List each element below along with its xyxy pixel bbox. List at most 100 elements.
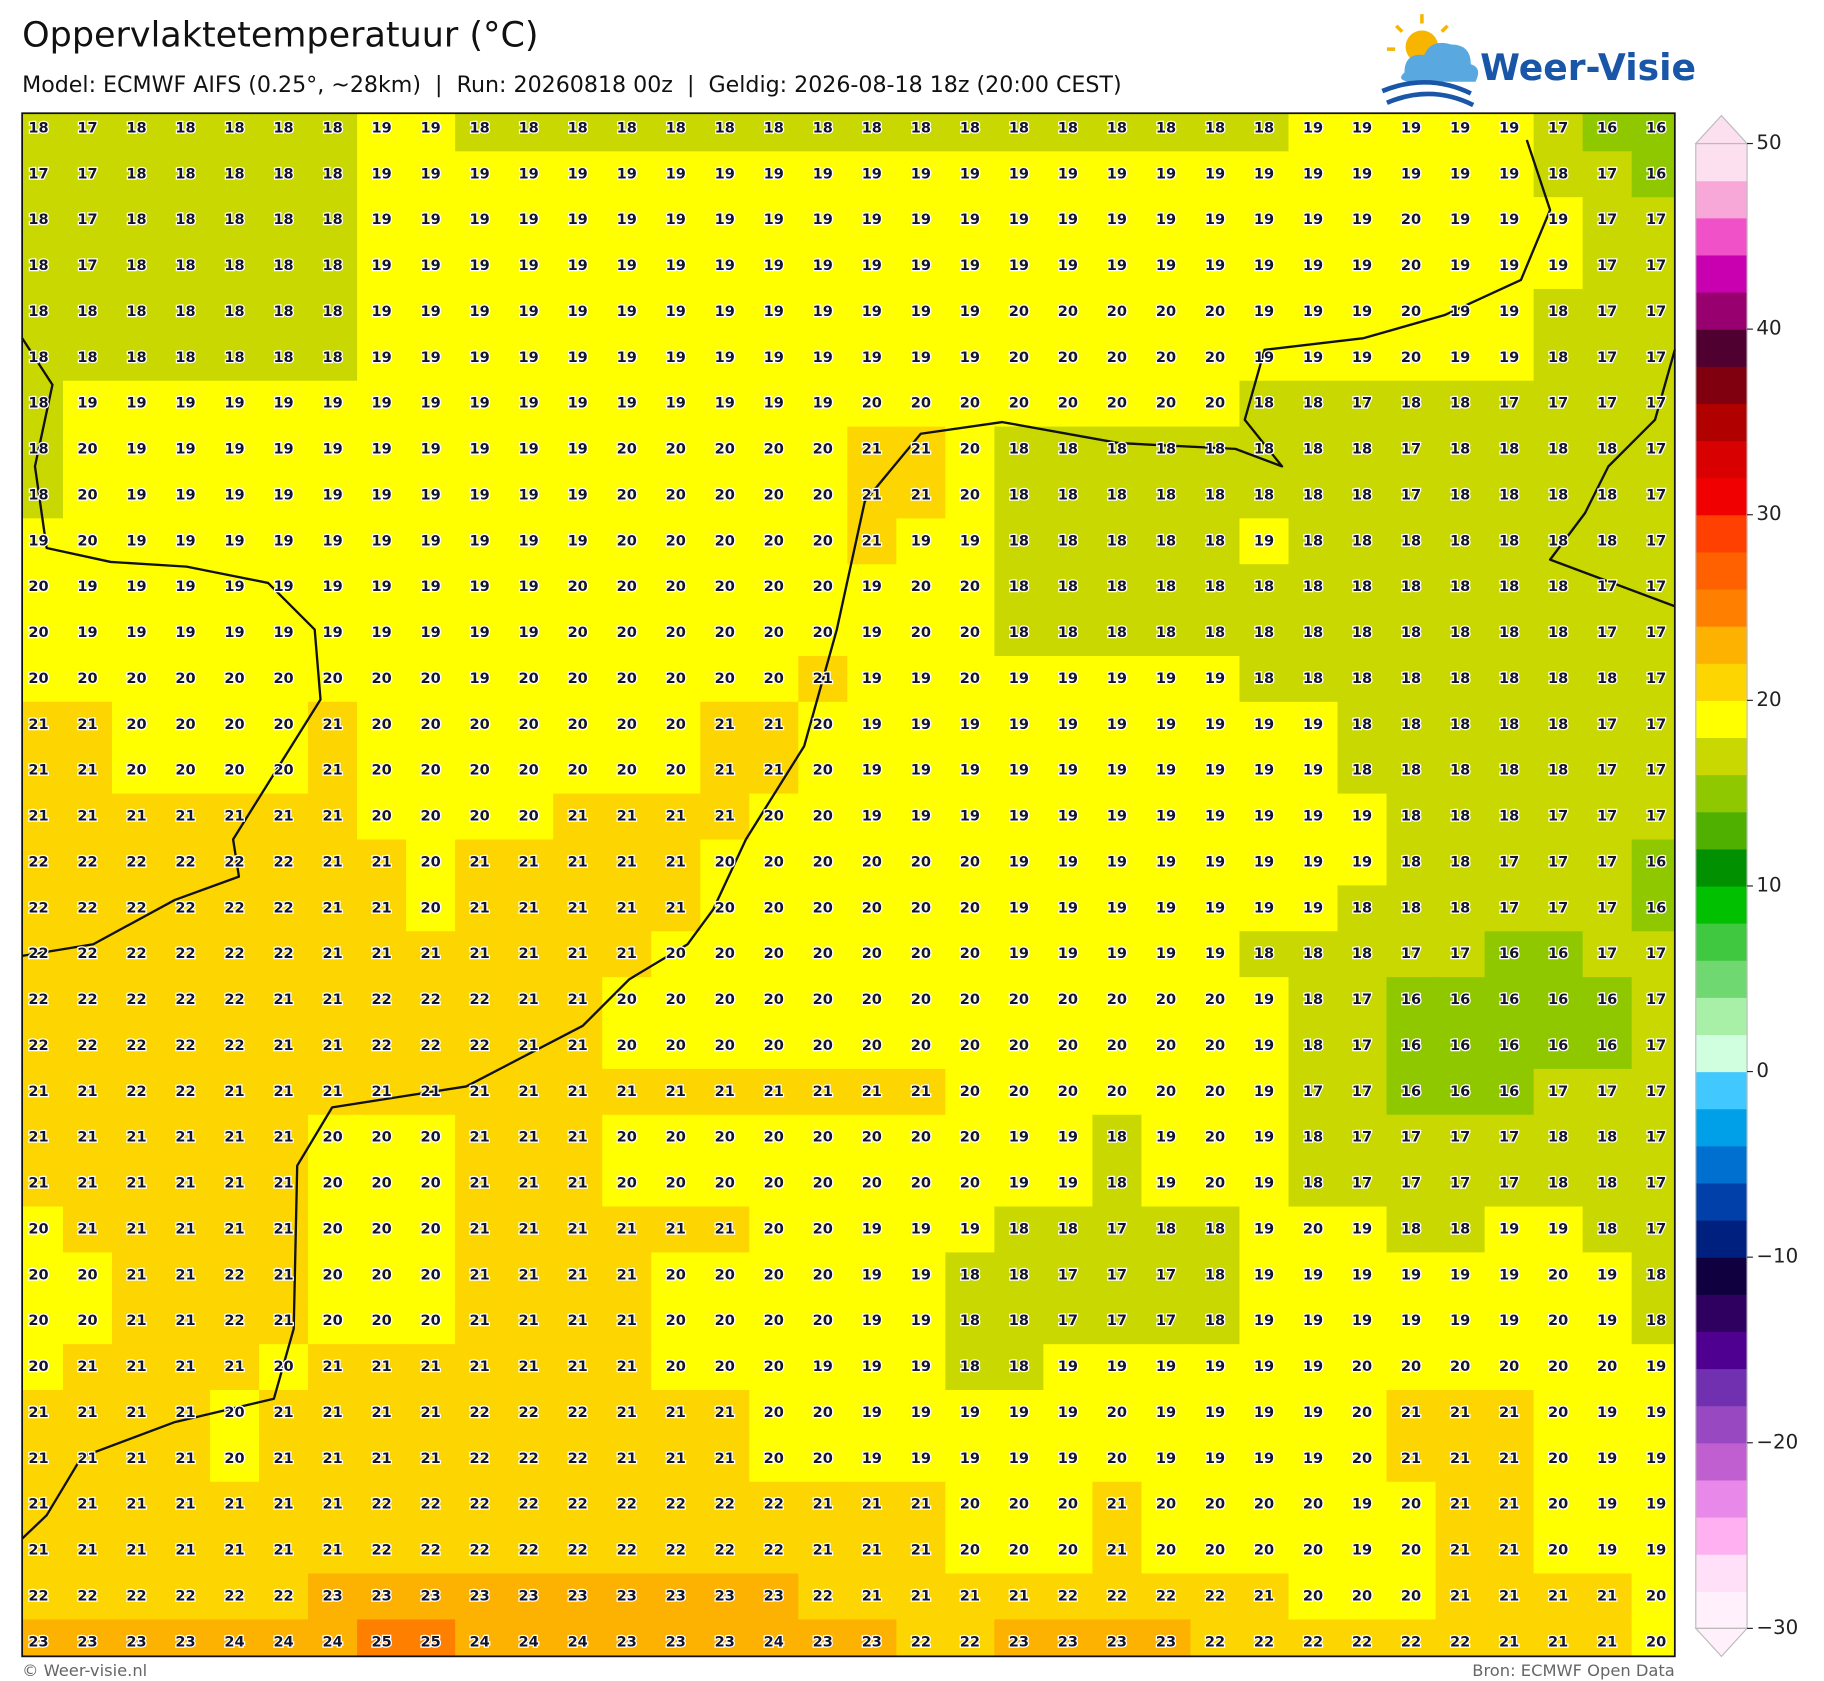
field-cell	[1092, 1252, 1143, 1299]
field-cell	[406, 1206, 456, 1254]
field-cell	[1092, 1344, 1143, 1391]
temperature-value: 21	[568, 1358, 588, 1375]
temperature-value: 19	[1009, 899, 1029, 916]
field-cell	[602, 1252, 652, 1299]
logo-rays	[1386, 14, 1449, 51]
temperature-value: 17	[1352, 1129, 1372, 1146]
field-cell	[259, 793, 309, 841]
temperature-value: 19	[1450, 119, 1470, 136]
temperature-value: 23	[764, 1587, 784, 1604]
field-cell	[1582, 197, 1633, 244]
field-cell	[1533, 1114, 1584, 1162]
temperature-value: 19	[1597, 1496, 1617, 1513]
field-cell	[210, 197, 260, 244]
temperature-value: 19	[421, 441, 441, 458]
field-cell	[1239, 1344, 1290, 1391]
field-cell	[1337, 610, 1388, 657]
temperature-value: 19	[1058, 945, 1078, 962]
field-cell	[62, 701, 113, 749]
field-cell	[602, 1435, 652, 1483]
colorbar-bin	[1695, 1108, 1748, 1147]
temperature-value: 19	[960, 532, 980, 549]
temperature-value: 19	[1499, 1266, 1519, 1283]
temperature-value: 20	[421, 899, 441, 916]
field-cell	[1386, 564, 1437, 611]
field-cell	[1190, 113, 1241, 153]
colorbar-tick-label: 0	[1756, 1059, 1769, 1082]
temperature-value: 19	[1156, 257, 1176, 274]
field-cell	[1386, 655, 1437, 703]
temperature-value: 20	[764, 945, 784, 962]
field-cell	[553, 931, 603, 978]
field-cell	[896, 1206, 947, 1254]
temperature-value: 19	[1058, 1450, 1078, 1467]
temperature-value: 18	[1303, 1129, 1323, 1146]
field-cell	[847, 1435, 898, 1483]
field-cell	[22, 1527, 64, 1575]
temperature-value: 19	[1205, 716, 1225, 733]
temperature-value: 18	[1352, 716, 1372, 733]
temperature-value: 20	[617, 441, 637, 458]
field-cell	[259, 518, 309, 565]
field-cell	[259, 977, 309, 1024]
temperature-value: 21	[862, 1587, 882, 1604]
temperature-value: 19	[519, 441, 539, 458]
field-cell	[994, 1068, 1045, 1116]
temperature-value: 19	[1254, 1358, 1274, 1375]
field-cell	[1190, 1344, 1241, 1391]
temperature-value: 20	[1352, 1404, 1372, 1421]
temperature-value: 24	[470, 1633, 490, 1650]
temperature-value: 25	[421, 1633, 441, 1650]
field-cell	[357, 1435, 407, 1483]
field-cell	[210, 793, 260, 841]
temperature-value: 19	[568, 532, 588, 549]
field-cell	[1631, 1023, 1676, 1070]
temperature-value: 20	[764, 899, 784, 916]
temperature-value: 18	[322, 119, 342, 136]
temperature-value: 20	[1058, 1496, 1078, 1513]
field-cell	[1239, 1114, 1290, 1162]
temperature-value: 20	[715, 1266, 735, 1283]
field-cell	[1386, 747, 1437, 795]
field-cell	[1631, 151, 1676, 198]
temperature-value: 24	[568, 1633, 588, 1650]
temperature-value: 20	[28, 1220, 48, 1237]
temperature-value: 20	[813, 441, 833, 458]
field-cell	[994, 518, 1045, 565]
temperature-value: 20	[1548, 1542, 1568, 1559]
field-cell	[1239, 1160, 1290, 1208]
field-cell	[945, 151, 996, 198]
temperature-value: 20	[273, 1358, 293, 1375]
field-cell	[602, 288, 652, 336]
field-cell	[1288, 885, 1339, 932]
temperature-value: 20	[960, 991, 980, 1008]
field-cell	[406, 1573, 456, 1621]
temperature-value: 16	[1548, 945, 1568, 962]
temperature-value: 19	[273, 441, 293, 458]
field-cell	[602, 1344, 652, 1391]
temperature-value: 18	[1401, 899, 1421, 916]
colorbar-bin	[1695, 292, 1748, 330]
field-cell	[1043, 1481, 1094, 1529]
temperature-value: 20	[1499, 1358, 1519, 1375]
temperature-value: 22	[224, 1312, 244, 1329]
field-cell	[1533, 1573, 1584, 1621]
temperature-value: 19	[666, 257, 686, 274]
temperature-value: 16	[1646, 119, 1666, 136]
temperature-value: 19	[224, 395, 244, 412]
field-cell	[994, 472, 1045, 520]
temperature-value: 16	[1450, 1037, 1470, 1054]
field-cell	[896, 151, 947, 198]
temperature-value: 18	[1450, 578, 1470, 595]
field-cell	[1092, 793, 1143, 841]
temperature-value: 20	[617, 1129, 637, 1146]
temperature-value: 18	[1450, 486, 1470, 503]
field-cell	[651, 655, 701, 703]
field-cell	[651, 426, 701, 474]
temperature-value: 21	[470, 899, 490, 916]
logo-cloud	[1401, 42, 1479, 82]
temperature-value: 17	[1401, 486, 1421, 503]
subtitle: Model: ECMWF AIFS (0.25°, ~28km) | Run: …	[22, 72, 1121, 98]
temperature-value: 17	[1597, 624, 1617, 641]
temperature-value: 20	[28, 1358, 48, 1375]
